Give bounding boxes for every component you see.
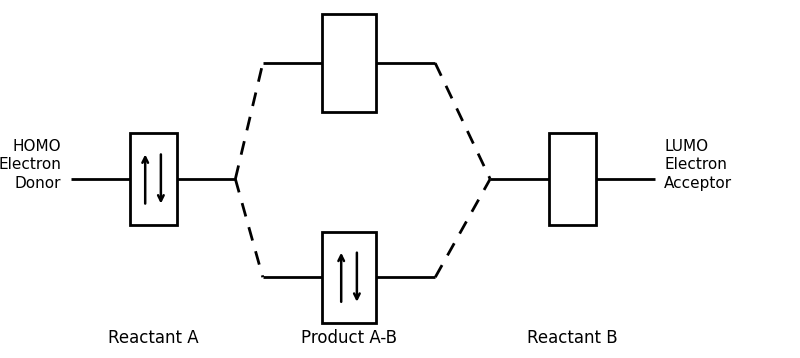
- Text: HOMO
Electron
Donor: HOMO Electron Donor: [0, 139, 62, 191]
- Text: Reactant A: Reactant A: [108, 329, 198, 347]
- Text: Reactant B: Reactant B: [527, 329, 618, 347]
- Text: LUMO
Electron
Acceptor: LUMO Electron Acceptor: [664, 139, 732, 191]
- Bar: [322, 232, 377, 323]
- Bar: [549, 134, 596, 224]
- Bar: [322, 14, 377, 112]
- Text: Product A-B: Product A-B: [301, 329, 397, 347]
- Bar: [130, 134, 177, 224]
